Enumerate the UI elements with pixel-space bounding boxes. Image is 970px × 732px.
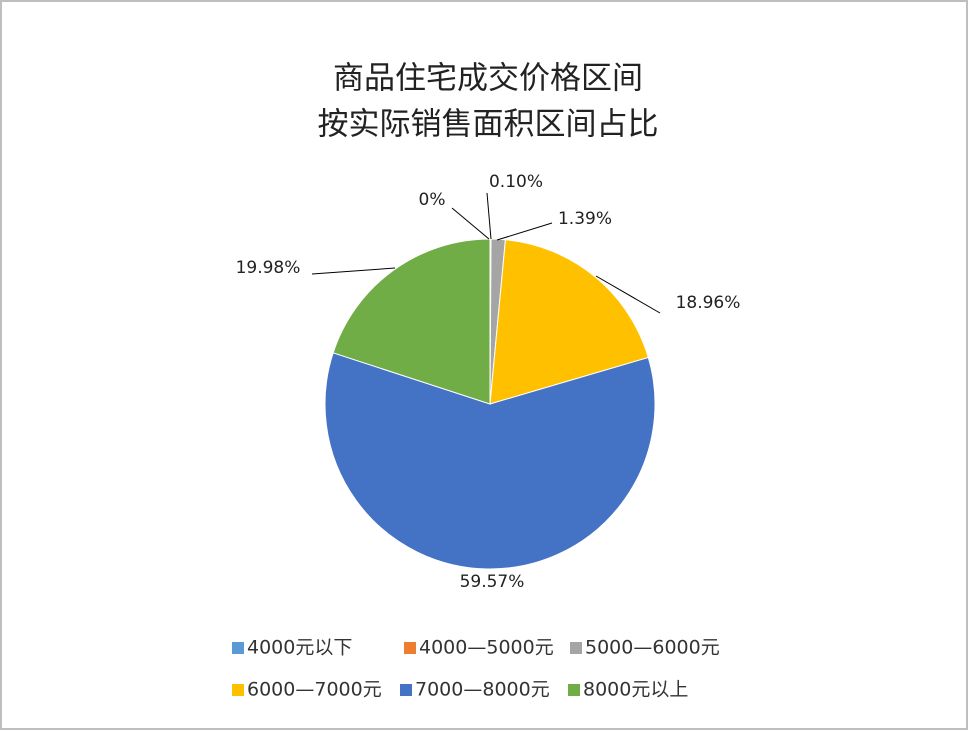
- legend-label: 4000元以下: [247, 637, 352, 659]
- chart-title: 按实际销售面积区间占比: [318, 107, 659, 143]
- legend-swatch: [404, 642, 416, 654]
- legend-swatch: [568, 684, 580, 696]
- data-label: 0%: [419, 190, 446, 210]
- data-label: 0.10%: [489, 172, 543, 192]
- data-label: 19.98%: [236, 258, 301, 278]
- legend-swatch: [570, 642, 582, 654]
- legend-label: 8000元以上: [583, 679, 688, 701]
- legend-label: 7000—8000元: [415, 679, 550, 701]
- leader-line: [496, 222, 553, 241]
- legend-swatch: [232, 684, 244, 696]
- data-label: 59.57%: [460, 572, 525, 592]
- data-label: 1.39%: [558, 209, 612, 229]
- legend-swatch: [400, 684, 412, 696]
- pie-slice: [332, 238, 491, 405]
- legend-label: 6000—7000元: [247, 679, 382, 701]
- legend-swatch: [232, 642, 244, 654]
- leader-line: [451, 207, 490, 240]
- pie-slice: [489, 239, 649, 405]
- leader-line: [486, 192, 492, 240]
- pie-slice: [324, 352, 656, 570]
- legend-label: 4000—5000元: [419, 637, 554, 659]
- chart-title: 商品住宅成交价格区间: [333, 61, 643, 97]
- leader-line: [311, 267, 396, 275]
- leader-line: [595, 275, 661, 314]
- data-label: 18.96%: [676, 293, 741, 313]
- legend-label: 5000—6000元: [585, 637, 720, 659]
